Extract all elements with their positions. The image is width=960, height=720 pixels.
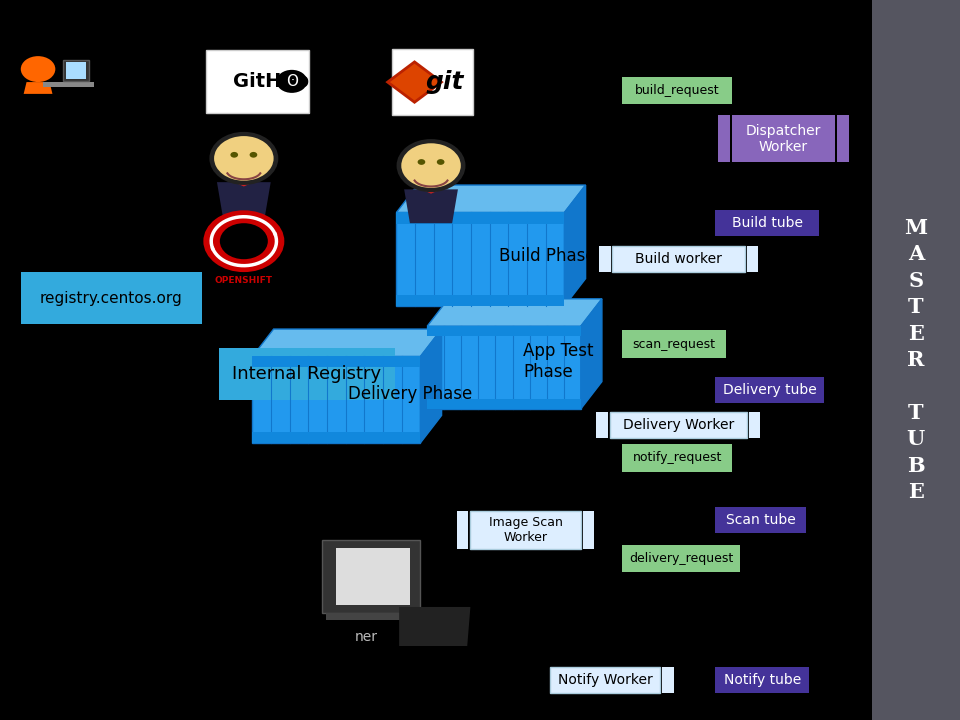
FancyBboxPatch shape	[715, 507, 806, 533]
Polygon shape	[427, 399, 581, 409]
Polygon shape	[581, 299, 602, 409]
Circle shape	[212, 135, 276, 182]
FancyBboxPatch shape	[550, 667, 660, 693]
Text: App Test
Phase: App Test Phase	[523, 342, 593, 381]
Wedge shape	[401, 143, 461, 188]
Polygon shape	[252, 415, 442, 443]
FancyBboxPatch shape	[206, 50, 309, 113]
Polygon shape	[336, 548, 410, 605]
Polygon shape	[24, 82, 53, 94]
FancyBboxPatch shape	[622, 77, 732, 104]
Polygon shape	[63, 60, 88, 81]
Text: notify_request: notify_request	[633, 451, 722, 464]
Text: GitHub: GitHub	[233, 72, 309, 91]
FancyBboxPatch shape	[612, 246, 745, 272]
Text: ner: ner	[355, 631, 378, 644]
Polygon shape	[396, 212, 564, 306]
FancyBboxPatch shape	[715, 210, 819, 236]
Circle shape	[437, 159, 444, 165]
Text: ʘ: ʘ	[286, 74, 298, 89]
Polygon shape	[427, 326, 581, 409]
Text: Delivery Phase: Delivery Phase	[348, 384, 471, 402]
Polygon shape	[396, 279, 586, 306]
Text: registry.centos.org: registry.centos.org	[40, 291, 182, 305]
FancyBboxPatch shape	[749, 412, 760, 438]
FancyBboxPatch shape	[718, 115, 730, 162]
FancyBboxPatch shape	[662, 667, 674, 693]
Circle shape	[418, 159, 425, 165]
FancyBboxPatch shape	[715, 377, 824, 403]
Polygon shape	[252, 356, 420, 366]
Text: Scan tube: Scan tube	[726, 513, 796, 527]
Polygon shape	[66, 62, 86, 78]
Circle shape	[205, 212, 282, 270]
Text: scan_request: scan_request	[633, 338, 715, 351]
Polygon shape	[396, 185, 586, 212]
Circle shape	[230, 152, 238, 158]
FancyBboxPatch shape	[596, 412, 608, 438]
Text: M
A
S
T
E
R
 
T
U
B
E: M A S T E R T U B E	[904, 218, 927, 502]
Polygon shape	[217, 182, 271, 216]
Text: Build Phase: Build Phase	[499, 247, 596, 265]
Wedge shape	[214, 136, 274, 181]
Text: Internal Registry: Internal Registry	[232, 364, 381, 383]
FancyBboxPatch shape	[21, 272, 202, 324]
Text: Delivery tube: Delivery tube	[723, 383, 816, 397]
FancyBboxPatch shape	[837, 115, 849, 162]
Polygon shape	[252, 356, 420, 443]
Polygon shape	[421, 185, 441, 194]
FancyBboxPatch shape	[622, 444, 732, 472]
Text: delivery_request: delivery_request	[629, 552, 733, 565]
FancyBboxPatch shape	[747, 246, 758, 272]
Polygon shape	[396, 212, 564, 224]
Polygon shape	[420, 329, 442, 443]
Polygon shape	[399, 607, 470, 646]
FancyBboxPatch shape	[457, 511, 468, 549]
Text: build_request: build_request	[635, 84, 720, 97]
Polygon shape	[427, 382, 602, 409]
FancyBboxPatch shape	[732, 115, 835, 162]
Circle shape	[399, 142, 463, 189]
Text: Delivery Worker: Delivery Worker	[623, 418, 733, 432]
FancyBboxPatch shape	[392, 49, 473, 115]
FancyBboxPatch shape	[622, 545, 740, 572]
Text: Build worker: Build worker	[636, 252, 722, 266]
Circle shape	[276, 70, 307, 93]
Polygon shape	[252, 433, 420, 443]
Text: Image Scan
Worker: Image Scan Worker	[489, 516, 563, 544]
Circle shape	[220, 223, 268, 259]
Circle shape	[230, 152, 238, 158]
Polygon shape	[322, 540, 420, 613]
Polygon shape	[427, 326, 581, 336]
Polygon shape	[252, 329, 442, 356]
Circle shape	[250, 152, 257, 158]
Polygon shape	[564, 185, 586, 306]
Text: Dispatcher
Worker: Dispatcher Worker	[746, 124, 821, 153]
Polygon shape	[43, 82, 94, 87]
Polygon shape	[234, 178, 253, 186]
FancyBboxPatch shape	[872, 0, 960, 720]
Polygon shape	[427, 299, 602, 326]
FancyBboxPatch shape	[715, 667, 809, 693]
Circle shape	[250, 152, 257, 158]
FancyBboxPatch shape	[470, 511, 581, 549]
Polygon shape	[326, 613, 415, 621]
Circle shape	[21, 56, 56, 82]
Text: git: git	[425, 70, 464, 94]
Text: OPENSHIFT: OPENSHIFT	[215, 276, 273, 285]
Polygon shape	[404, 189, 458, 223]
FancyBboxPatch shape	[622, 330, 726, 358]
Text: Notify tube: Notify tube	[724, 672, 801, 687]
FancyBboxPatch shape	[610, 412, 747, 438]
Polygon shape	[396, 294, 564, 306]
Text: Notify Worker: Notify Worker	[558, 672, 653, 687]
FancyBboxPatch shape	[599, 246, 611, 272]
Text: Build tube: Build tube	[732, 216, 803, 230]
FancyBboxPatch shape	[583, 511, 594, 549]
Circle shape	[418, 159, 425, 165]
FancyBboxPatch shape	[219, 348, 395, 400]
Polygon shape	[388, 62, 442, 102]
Circle shape	[437, 159, 444, 165]
